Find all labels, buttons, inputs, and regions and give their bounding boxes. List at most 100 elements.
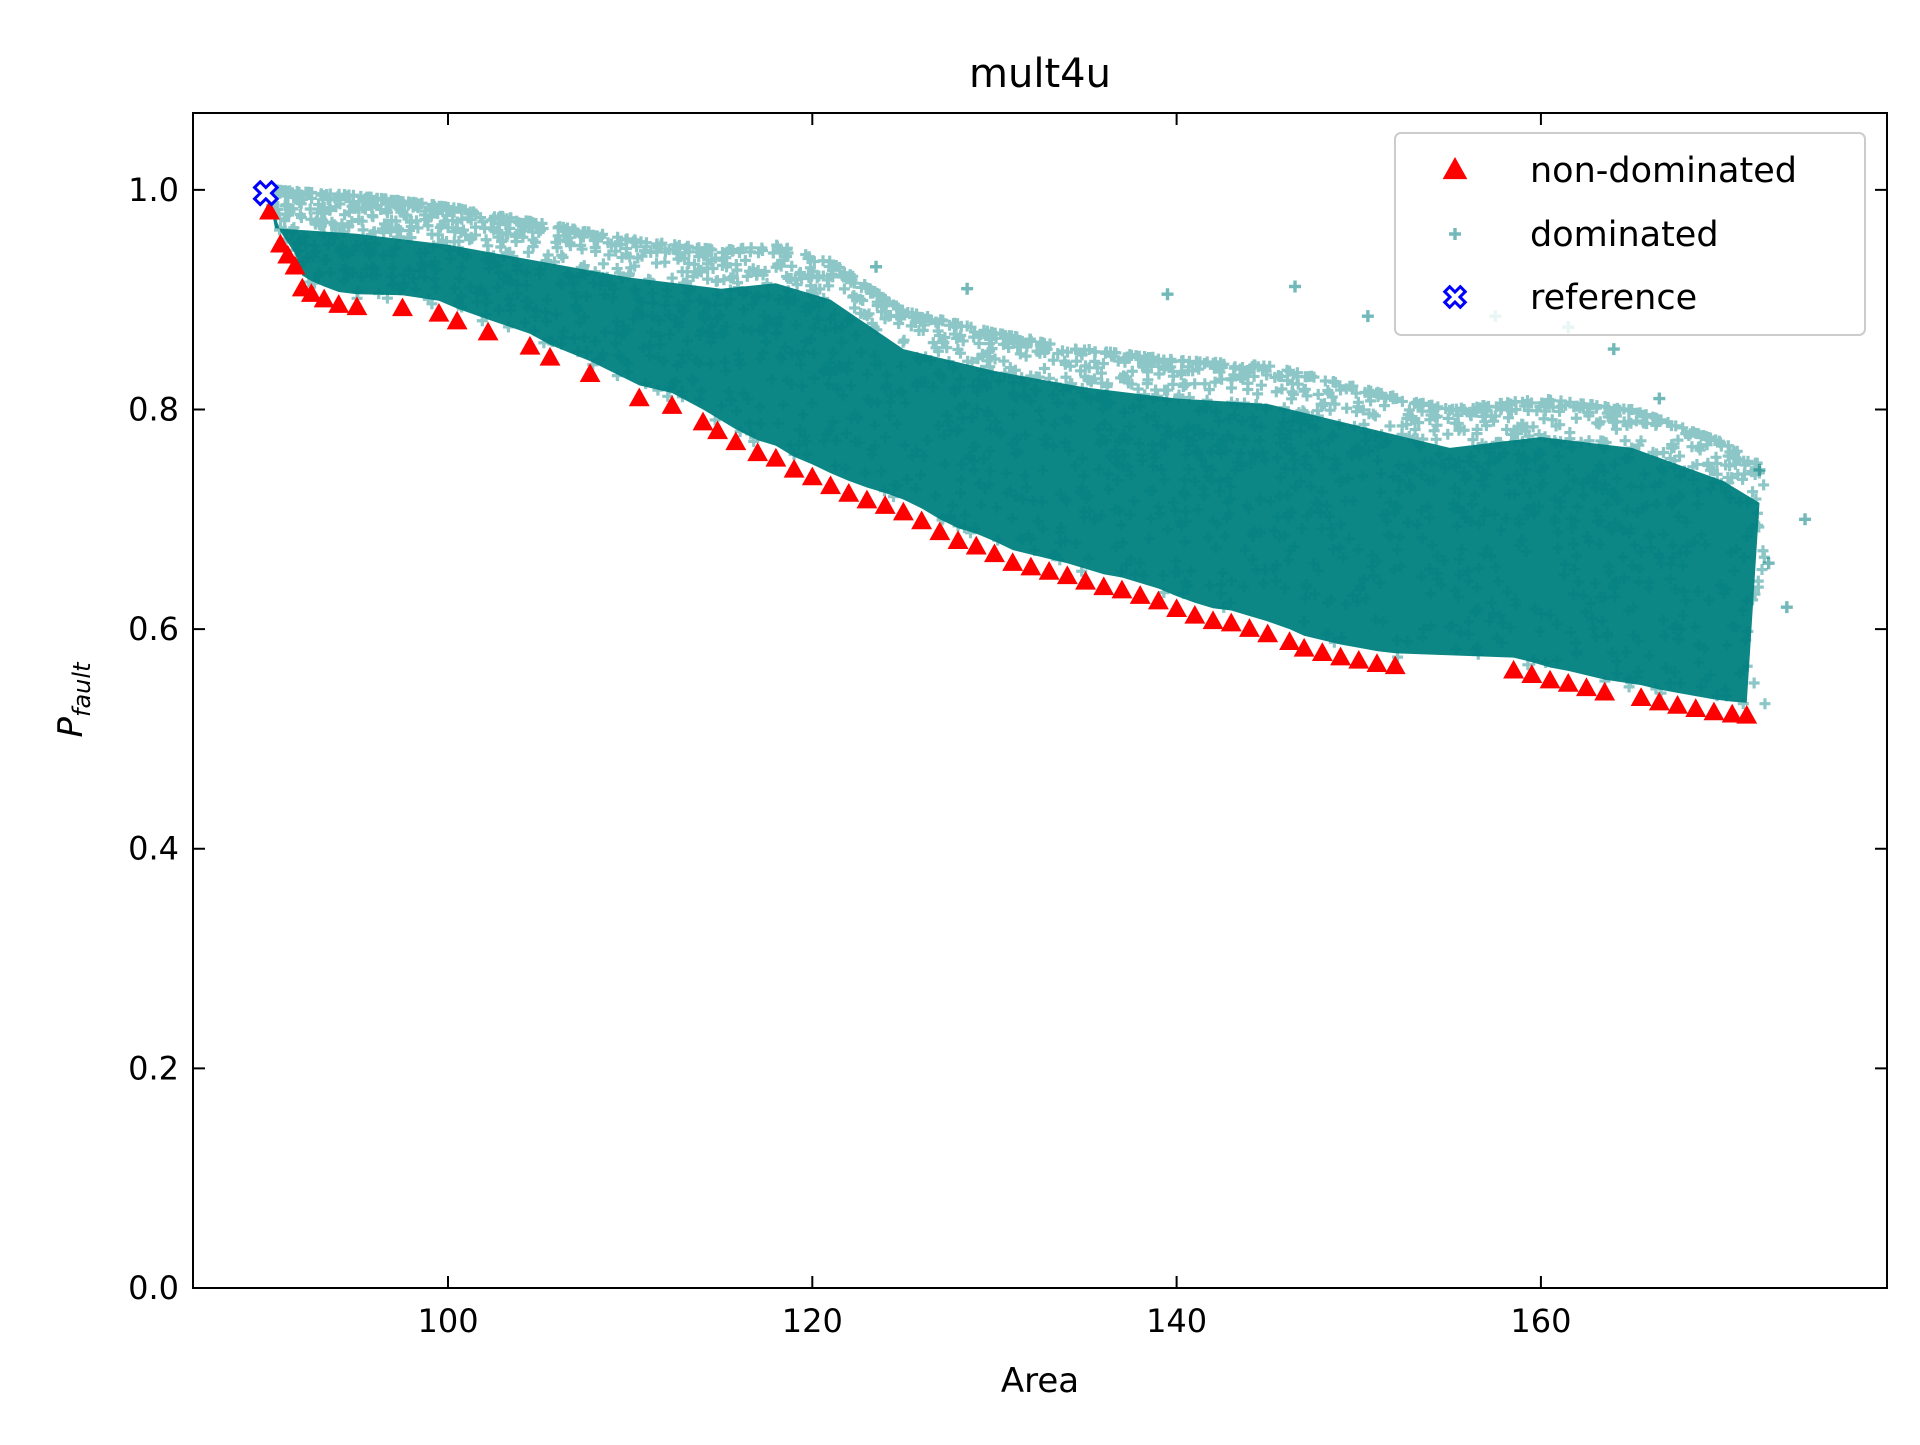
non-dominated-point xyxy=(1239,618,1260,637)
legend-label: reference xyxy=(1530,278,1697,318)
non-dominated-point xyxy=(1093,576,1115,596)
non-dominated-point xyxy=(1202,610,1224,630)
non-dominated-point xyxy=(1111,579,1133,599)
non-dominated-point xyxy=(661,395,683,414)
x-axis-ticks: 100 120 140 160 xyxy=(417,113,1571,1340)
non-dominated-point xyxy=(1685,698,1707,717)
non-dominated-point xyxy=(1293,637,1315,657)
non-dominated-point xyxy=(1311,642,1333,661)
non-dominated-point xyxy=(1257,623,1279,643)
non-dominated-point xyxy=(1648,691,1670,711)
non-dominated-point xyxy=(874,495,896,514)
non-dominated-point xyxy=(269,233,291,253)
non-dominated-point xyxy=(692,411,714,431)
non-dominated-point xyxy=(1667,694,1688,714)
non-dominated-point xyxy=(392,297,413,317)
y-tick-label: 0.4 xyxy=(128,830,179,868)
non-dominated-point xyxy=(838,483,860,502)
non-dominated-series xyxy=(259,200,1758,724)
non-dominated-point xyxy=(300,283,322,302)
reference-point xyxy=(252,179,280,207)
x-tick-label: 160 xyxy=(1510,1302,1571,1340)
non-dominated-point xyxy=(984,543,1005,563)
non-dominated-point xyxy=(1703,701,1725,721)
non-dominated-point xyxy=(1348,649,1370,669)
non-dominated-point xyxy=(1129,585,1151,604)
legend-marker-x-icon xyxy=(1442,284,1468,310)
non-dominated-point xyxy=(1539,669,1561,689)
non-dominated-point xyxy=(725,431,747,451)
non-dominated-point xyxy=(1184,604,1206,624)
non-dominated-point xyxy=(1384,655,1406,675)
x-axis-label: Area xyxy=(1001,1361,1079,1401)
non-dominated-point xyxy=(820,475,841,495)
non-dominated-point xyxy=(1038,561,1060,580)
non-dominated-point xyxy=(911,510,933,530)
non-dominated-point xyxy=(1002,552,1024,571)
non-dominated-point xyxy=(284,255,306,275)
non-dominated-point xyxy=(747,442,769,462)
non-dominated-point xyxy=(1279,631,1300,650)
non-dominated-point xyxy=(539,346,561,366)
y-tick-label: 0.0 xyxy=(128,1269,179,1307)
non-dominated-point xyxy=(313,288,335,308)
non-dominated-point xyxy=(783,458,805,478)
y-tick-label: 0.2 xyxy=(128,1049,179,1087)
svg-text:Pfault: Pfault xyxy=(51,661,96,738)
reference-series xyxy=(252,179,280,207)
y-tick-label: 0.8 xyxy=(128,390,179,428)
x-tick-label: 100 xyxy=(417,1302,478,1340)
x-tick-label: 140 xyxy=(1146,1302,1207,1340)
non-dominated-point xyxy=(277,244,299,264)
non-dominated-point xyxy=(1736,704,1758,724)
non-dominated-point xyxy=(519,335,541,355)
non-dominated-point xyxy=(1630,687,1652,707)
x-tick-label: 120 xyxy=(782,1302,843,1340)
y-axis-ticks: 0.0 0.2 0.4 0.6 0.8 1.0 xyxy=(128,171,1887,1307)
non-dominated-point xyxy=(579,363,601,383)
non-dominated-point xyxy=(801,466,823,486)
non-dominated-point xyxy=(1075,570,1096,590)
plot-area-frame xyxy=(192,112,1888,1289)
non-dominated-point xyxy=(628,387,650,407)
y-tick-label: 0.6 xyxy=(128,610,179,648)
non-dominated-point xyxy=(1056,565,1078,585)
non-dominated-point xyxy=(892,501,914,521)
non-dominated-point xyxy=(1503,659,1525,679)
non-dominated-point xyxy=(965,535,987,555)
non-dominated-point xyxy=(1366,653,1388,672)
y-axis-label: Pfault xyxy=(51,661,96,738)
legend-box xyxy=(1394,132,1866,336)
non-dominated-point xyxy=(428,302,450,322)
non-dominated-point xyxy=(346,296,368,316)
non-dominated-point xyxy=(259,200,280,220)
chart-title: mult4u xyxy=(969,51,1111,97)
legend-label: dominated xyxy=(1530,215,1719,255)
non-dominated-point xyxy=(707,420,729,440)
non-dominated-point xyxy=(477,321,499,341)
non-dominated-point xyxy=(1521,664,1543,683)
legend: non-dominated dominated reference xyxy=(1394,132,1866,336)
y-axis-label-main: P xyxy=(51,716,91,737)
legend-label: non-dominated xyxy=(1530,151,1797,191)
non-dominated-point xyxy=(1020,556,1042,576)
non-dominated-point xyxy=(1576,677,1597,697)
y-tick-label: 1.0 xyxy=(128,171,179,209)
non-dominated-point xyxy=(1166,598,1188,618)
y-axis-label-sub: fault xyxy=(68,661,96,717)
non-dominated-point xyxy=(1594,681,1616,701)
non-dominated-point xyxy=(328,294,350,313)
non-dominated-point xyxy=(856,489,878,509)
non-dominated-point xyxy=(1557,673,1579,692)
legend-marker-triangle-icon xyxy=(1442,157,1468,180)
non-dominated-point xyxy=(929,521,951,541)
non-dominated-point xyxy=(1721,703,1743,723)
non-dominated-point xyxy=(765,447,787,467)
non-dominated-point xyxy=(947,530,969,549)
non-dominated-point xyxy=(1147,590,1169,610)
dominated-density-region xyxy=(269,198,1760,703)
legend-marker-plus-icon xyxy=(1449,228,1461,240)
non-dominated-point xyxy=(446,310,468,330)
